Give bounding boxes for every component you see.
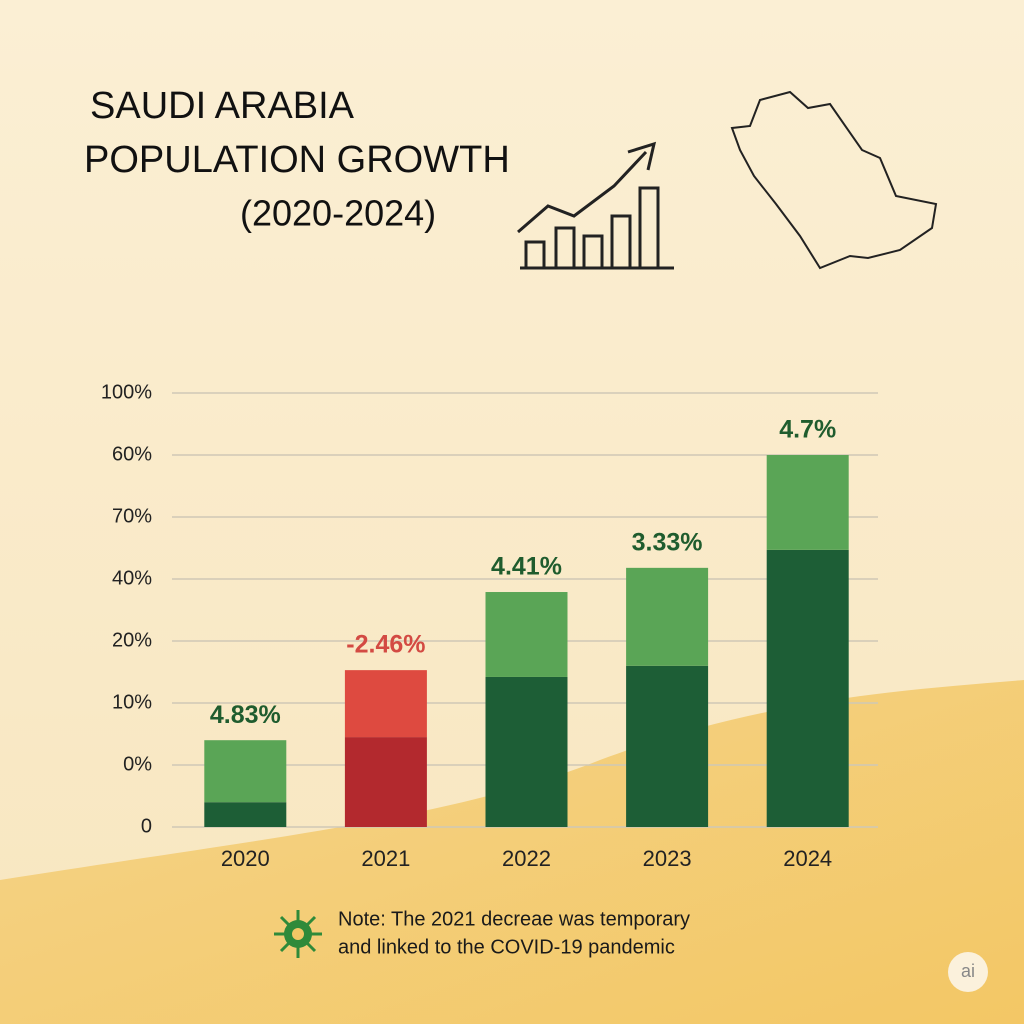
bar-label: 4.41% bbox=[491, 553, 562, 581]
x-tick-label: 2023 bbox=[643, 846, 692, 871]
y-tick-label: 60% bbox=[112, 443, 152, 465]
bar-segment bbox=[626, 665, 709, 827]
bar-label: 4.7% bbox=[779, 416, 836, 444]
x-tick-label: 2022 bbox=[502, 846, 551, 871]
bar-segment bbox=[485, 592, 568, 677]
bar-segment bbox=[344, 737, 427, 827]
title: SAUDI ARABIA POPULATION GROWTH (2020-202… bbox=[84, 85, 510, 233]
title-line: POPULATION GROWTH bbox=[84, 139, 510, 181]
badge-text: ai bbox=[961, 961, 975, 981]
bar-label: -2.46% bbox=[346, 631, 425, 659]
y-tick-label: 20% bbox=[112, 629, 152, 651]
y-tick-label: 10% bbox=[112, 691, 152, 713]
title-line: SAUDI ARABIA bbox=[90, 85, 355, 127]
map-outline bbox=[730, 90, 938, 270]
bar-segment bbox=[626, 567, 709, 666]
bar-segment bbox=[344, 670, 427, 738]
bar-segment bbox=[766, 455, 849, 550]
x-tick-label: 2020 bbox=[221, 846, 270, 871]
x-tick-label: 2024 bbox=[783, 846, 832, 871]
y-tick-label: 0% bbox=[123, 753, 152, 775]
note: Note: The 2021 decreae was temporary bbox=[338, 908, 690, 930]
bar-segment bbox=[485, 676, 568, 827]
virus-icon bbox=[274, 910, 322, 958]
y-tick-label: 40% bbox=[112, 567, 152, 589]
y-tick-label: 0 bbox=[141, 815, 152, 837]
title-line: (2020-2024) bbox=[240, 193, 436, 234]
bar-segment bbox=[204, 802, 287, 827]
y-tick-label: 100% bbox=[101, 381, 152, 403]
y-tick-label: 70% bbox=[112, 505, 152, 527]
note: and linked to the COVID-19 pandemic bbox=[338, 936, 675, 958]
bar-label: 4.83% bbox=[210, 701, 281, 729]
bar-label: 3.33% bbox=[632, 528, 703, 556]
bar-segment bbox=[204, 740, 287, 803]
growth-icon bbox=[517, 141, 674, 270]
bar-segment bbox=[766, 549, 849, 827]
x-tick-label: 2021 bbox=[361, 846, 410, 871]
badge bbox=[948, 952, 988, 992]
